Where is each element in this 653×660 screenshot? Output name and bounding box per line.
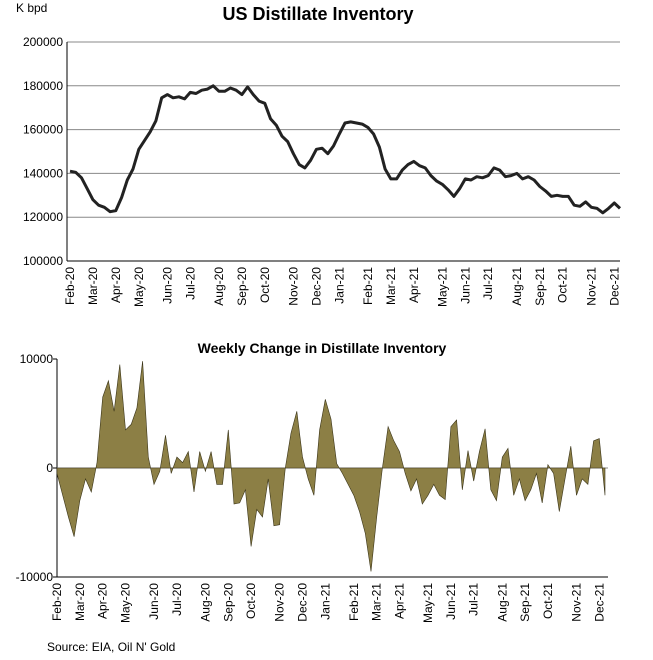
x-tick-label: Aug-20 [212,267,226,306]
y-tick-label: 200000 [23,35,63,49]
y-tick-label: 120000 [23,210,63,224]
x-tick-label: Feb-21 [361,267,375,305]
x-tick-label: Nov-20 [273,583,287,622]
y-tick-label: 180000 [23,79,63,93]
x-tick-label: Mar-21 [370,583,384,621]
y-tick-label: 10000 [20,352,54,366]
x-tick-label: Jan-21 [332,267,346,304]
y-tick-label: 0 [46,461,53,475]
x-tick-label: Nov-20 [286,267,300,306]
x-tick-label: Jun-20 [160,267,174,304]
x-tick-label: Apr-21 [407,267,421,303]
x-tick-label: Jun-21 [444,583,458,620]
x-tick-label: Oct-21 [541,583,555,619]
x-tick-label: Feb-20 [50,583,64,621]
x-tick-label: Jul-20 [183,267,197,300]
y-tick-label: 140000 [23,166,63,180]
x-tick-label: Sep-21 [533,267,547,306]
x-tick-label: Feb-20 [63,267,77,305]
x-tick-label: Apr-21 [393,583,407,619]
chart-title: Weekly Change in Distillate Inventory [198,340,447,356]
x-tick-label: Oct-21 [556,267,570,303]
x-tick-label: Dec-21 [607,267,621,306]
area [56,361,606,572]
line [69,84,622,215]
y-tick-label: 100000 [23,254,63,268]
x-tick-label: Sep-20 [235,267,249,306]
x-tick-label: Jul-21 [467,583,481,616]
x-tick-label: May-20 [132,267,146,307]
x-tick-label: May-20 [119,583,133,623]
x-tick-label: Dec-21 [592,583,606,622]
x-tick-label: Mar-21 [384,267,398,305]
x-tick-label: Dec-20 [309,267,323,306]
y-axis-label: K bpd [16,1,47,15]
chart-title: US Distillate Inventory [222,4,413,24]
x-tick-label: Aug-21 [495,583,509,622]
x-tick-label: Mar-20 [73,583,87,621]
x-tick-label: Feb-21 [347,583,361,621]
source: Source: EIA, Oil N' Gold [47,640,175,654]
x-tick-label: Aug-21 [510,267,524,306]
x-tick-label: Jun-21 [458,267,472,304]
y-tick-label: 160000 [23,123,63,137]
x-tick-label: May-21 [421,583,435,623]
x-tick-label: Jun-20 [147,583,161,620]
x-tick-label: Apr-20 [96,583,110,619]
x-tick-label: Dec-20 [295,583,309,622]
x-tick-label: Nov-21 [584,267,598,306]
x-tick-label: Jan-21 [318,583,332,620]
x-tick-label: Mar-20 [86,267,100,305]
y-tick-label: -10000 [16,570,54,584]
x-tick-label: Sep-20 [221,583,235,622]
x-tick-label: Oct-20 [244,583,258,619]
x-tick-label: Sep-21 [518,583,532,622]
x-tick-label: Jul-20 [170,583,184,616]
x-tick-label: May-21 [435,267,449,307]
x-tick-label: Jul-21 [481,267,495,300]
x-tick-label: Oct-20 [258,267,272,303]
x-tick-label: Aug-20 [198,583,212,622]
x-tick-label: Apr-20 [109,267,123,303]
x-tick-label: Nov-21 [569,583,583,622]
